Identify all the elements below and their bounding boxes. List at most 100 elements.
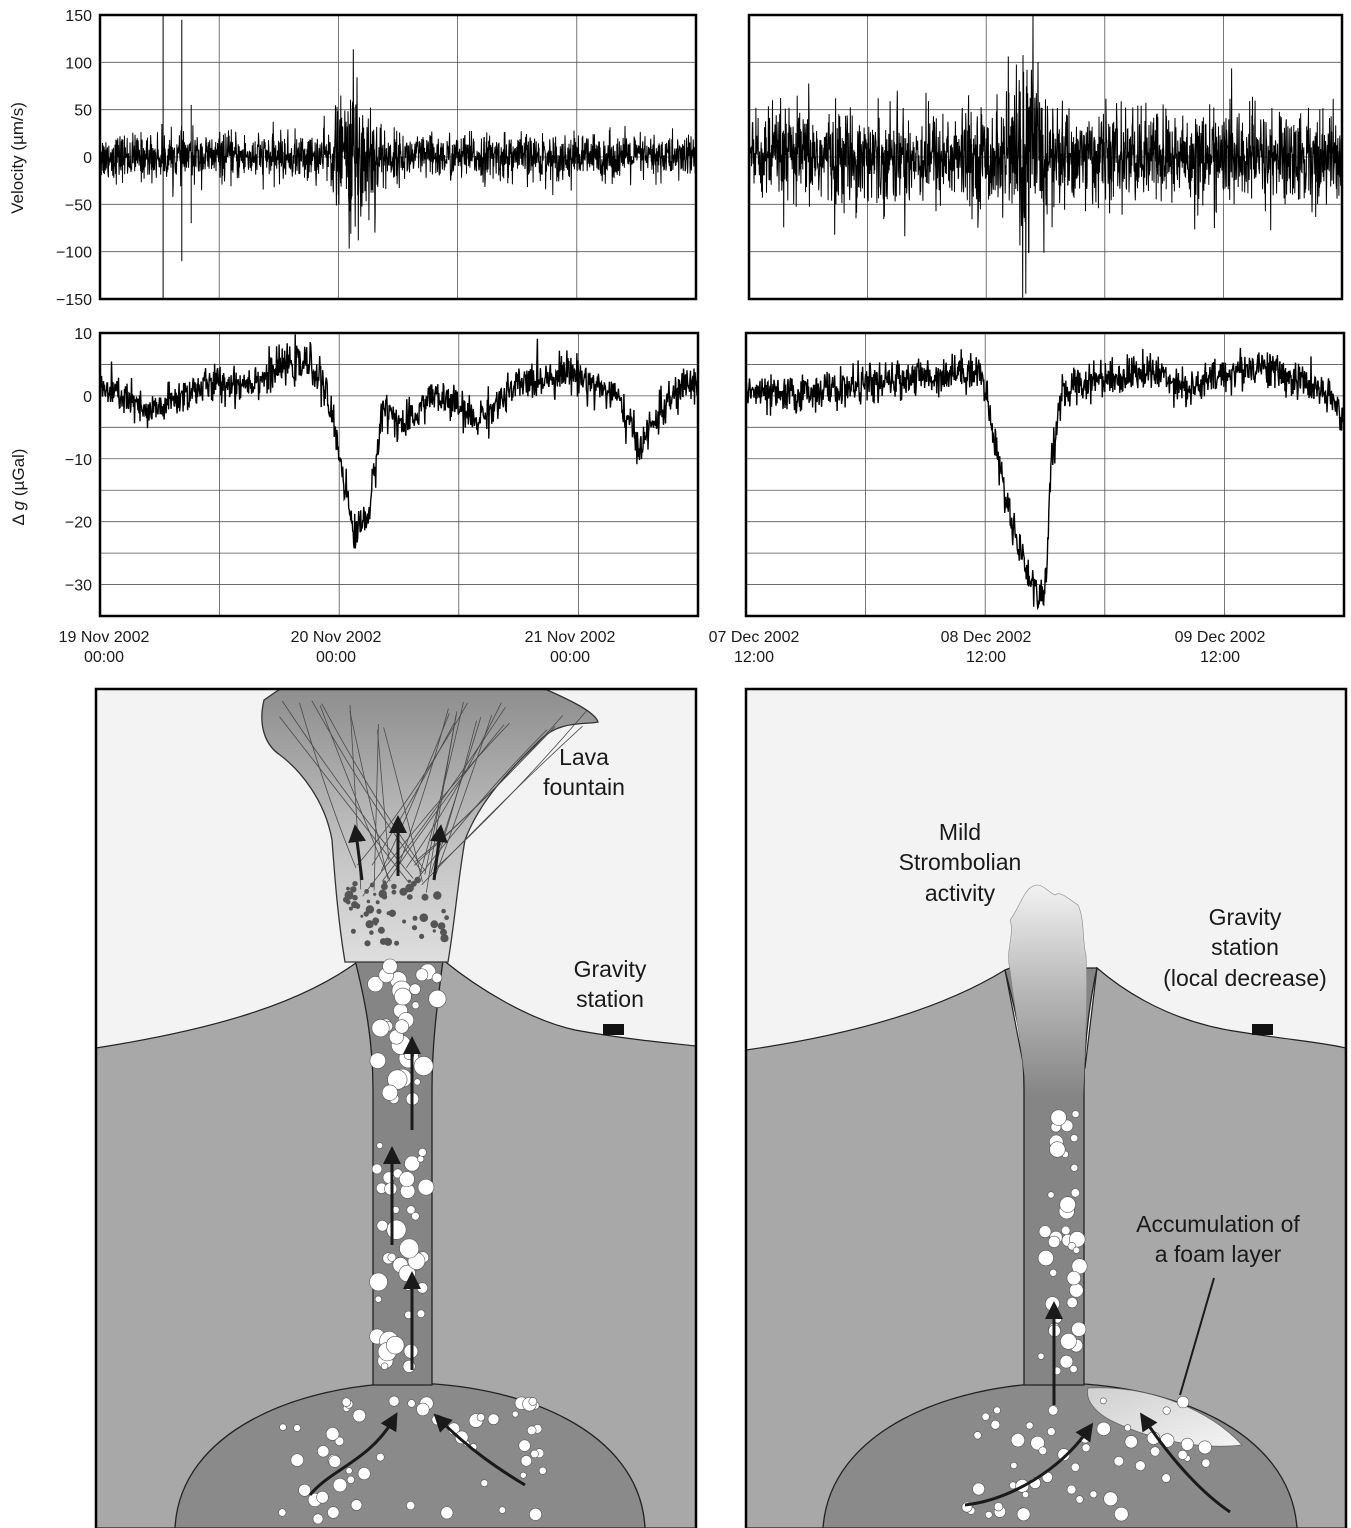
gas-bubble (520, 1455, 533, 1467)
gas-bubble (352, 1408, 366, 1423)
fountain-clast (365, 920, 374, 929)
gravity-station-label: (local decrease) (1163, 965, 1327, 991)
fountain-clast (352, 894, 358, 901)
gas-bubble (1198, 1440, 1212, 1455)
gas-bubble (350, 1499, 363, 1511)
x-tick-label: 00:00 (316, 649, 356, 666)
gas-bubble (1060, 1333, 1077, 1350)
y-tick-label: 50 (74, 103, 92, 120)
fountain-clast (411, 925, 418, 931)
gravity-y-axis-label-g: g (9, 500, 28, 510)
fountain-streak (321, 703, 426, 872)
gas-bubble (498, 1506, 506, 1514)
fountain-clast (373, 922, 378, 926)
x-tick-label: 19 Nov 2002 (59, 629, 150, 646)
gas-bubble (1070, 1462, 1080, 1472)
fountain-clast (414, 876, 421, 884)
fountain-streak (299, 702, 357, 868)
gravity-panel-dec (744, 331, 1346, 618)
fountain-clast (399, 887, 408, 896)
gas-bubble (530, 1449, 539, 1459)
gas-bubble (399, 1171, 415, 1188)
fountain-clast (377, 926, 385, 934)
gas-bubble (1038, 1446, 1048, 1456)
fountain-clast (419, 913, 429, 922)
fountain-clast (407, 879, 412, 883)
gas-bubble (1048, 1405, 1059, 1416)
fountain-clast (402, 919, 407, 924)
fountain-streak (371, 723, 455, 866)
gas-bubble (1124, 1435, 1138, 1449)
fountain-clast (430, 920, 439, 929)
x-tick-label: 12:00 (1200, 649, 1240, 666)
gas-bubble (990, 1419, 1001, 1430)
gas-bubble (431, 972, 443, 984)
fountain-clast (369, 930, 374, 935)
gas-bubble (387, 1252, 397, 1262)
gas-bubble (386, 1335, 405, 1355)
gravity-station-marker (603, 1024, 624, 1035)
fountain-clast (394, 940, 400, 946)
fountain-clast (433, 891, 442, 900)
fountain-streak (349, 710, 389, 879)
gas-bubble (413, 1056, 434, 1076)
gas-bubble (1025, 1421, 1034, 1430)
x-tick-label: 21 Nov 2002 (525, 629, 616, 646)
x-tick-label: 09 Dec 2002 (1175, 629, 1266, 646)
gas-bubble (1135, 1460, 1146, 1471)
fountain-streak (383, 727, 423, 882)
gas-bubble (1016, 1507, 1031, 1522)
fountain-clast (421, 893, 429, 901)
gas-bubble (454, 1430, 469, 1445)
gas-bubble (417, 1178, 435, 1196)
gas-bubble (1070, 1163, 1079, 1172)
fountain-streak (397, 708, 449, 868)
gas-bubble (428, 989, 447, 1008)
gas-bubble (369, 1272, 388, 1292)
gas-bubble (406, 1205, 416, 1215)
fountain-streak (414, 726, 556, 866)
gas-bubble (480, 1479, 489, 1487)
gas-bubble (1089, 1490, 1098, 1499)
gas-bubble (1113, 1456, 1124, 1467)
fountain-clast (364, 940, 371, 947)
gas-bubble (526, 1425, 537, 1436)
gravity-station-label: station (576, 986, 644, 1012)
gas-bubble (1103, 1491, 1118, 1507)
fountain-clast (364, 889, 369, 894)
gas-bubble (1048, 1235, 1061, 1248)
gravity-station-label: Gravity (574, 956, 647, 982)
fountain-clast (440, 928, 447, 936)
gas-bubble (341, 1397, 352, 1407)
fountain-clast (360, 914, 364, 918)
gas-bubble (416, 1402, 430, 1417)
gas-bubble (388, 1395, 400, 1407)
y-tick-label: −50 (65, 197, 92, 214)
x-tick-label: 20 Nov 2002 (291, 629, 382, 646)
gas-bubble (387, 1069, 408, 1090)
gas-bubble (312, 1513, 324, 1525)
gas-bubble (1070, 1134, 1079, 1143)
gas-bubble (374, 1295, 382, 1303)
gas-bubble (290, 1453, 304, 1467)
gas-bubble (1037, 1250, 1054, 1267)
velocity-y-tick-labels: 150 100 50 0 −50 −100 −150 (56, 8, 92, 309)
fountain-streak (378, 724, 505, 895)
gas-bubble (386, 1219, 407, 1240)
fountain-clast (350, 886, 357, 893)
fountain-streak (419, 701, 464, 874)
gas-bubble (418, 1148, 427, 1157)
gas-bubble (346, 1475, 355, 1484)
fountain-clast (365, 905, 375, 914)
gas-bubble (376, 1142, 384, 1149)
fountain-clast (375, 900, 380, 905)
gas-bubble (1069, 1364, 1078, 1374)
gas-bubble (298, 1483, 311, 1497)
gas-bubble (293, 1424, 301, 1432)
gas-bubble (1100, 1397, 1107, 1405)
fountain-clast (348, 906, 353, 911)
gas-bubble (538, 1466, 547, 1475)
gravity-station-label: Gravity (1209, 904, 1282, 930)
gravity-nov-trace (100, 334, 698, 549)
gas-bubble (1057, 1448, 1071, 1461)
